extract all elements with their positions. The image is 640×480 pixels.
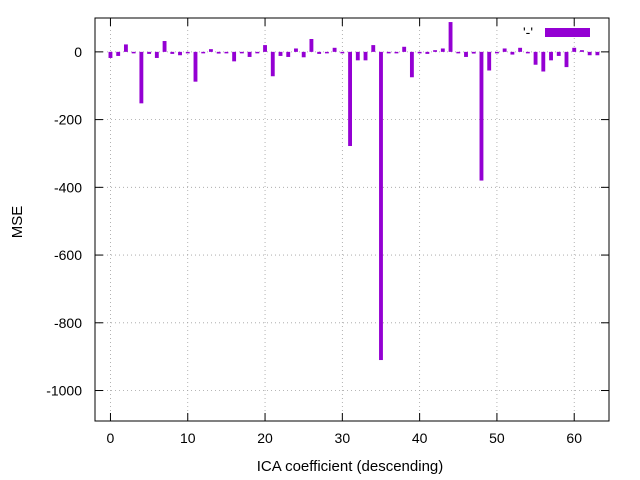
bar-5 xyxy=(147,51,152,54)
y-tick-label: -1000 xyxy=(46,383,82,399)
bar-22 xyxy=(278,51,283,56)
bar-17 xyxy=(239,51,244,54)
y-tick-label: 0 xyxy=(74,44,82,60)
bar-41 xyxy=(425,51,430,54)
x-tick-label: 10 xyxy=(180,430,196,446)
bar-55 xyxy=(533,51,538,65)
bar-8 xyxy=(170,51,175,54)
bar-63 xyxy=(595,51,600,56)
bar-10 xyxy=(185,51,190,54)
bar-1 xyxy=(116,51,121,56)
bar-13 xyxy=(209,49,213,52)
bar-24 xyxy=(294,48,298,52)
bar-36 xyxy=(386,51,391,54)
bar-37 xyxy=(394,51,399,54)
bar-19 xyxy=(255,51,260,54)
bar-34 xyxy=(371,45,376,52)
x-tick-label: 60 xyxy=(566,430,582,446)
x-tick-label: 30 xyxy=(335,430,351,446)
bar-11 xyxy=(193,51,198,82)
y-tick-label: -200 xyxy=(54,112,82,128)
bar-28 xyxy=(324,51,329,54)
bar-16 xyxy=(232,51,237,62)
bar-18 xyxy=(247,51,252,57)
bar-59 xyxy=(564,51,569,68)
y-axis-label: MSE xyxy=(9,206,26,239)
y-tick-label: -600 xyxy=(54,247,82,263)
bar-29 xyxy=(332,47,337,52)
bar-46 xyxy=(464,51,468,57)
bar-45 xyxy=(456,51,461,54)
x-tick-label: 50 xyxy=(489,430,505,446)
bar-42 xyxy=(433,50,438,52)
legend: '-' xyxy=(523,24,590,40)
bar-14 xyxy=(216,51,221,54)
y-tick-label: -400 xyxy=(54,179,82,195)
bar-61 xyxy=(580,50,584,52)
bar-44 xyxy=(448,22,453,52)
bar-54 xyxy=(525,51,530,54)
bar-57 xyxy=(549,51,553,61)
axis-ticks xyxy=(95,18,609,421)
bar-23 xyxy=(286,51,291,57)
bar-56 xyxy=(541,51,546,72)
x-tick-label: 40 xyxy=(412,430,428,446)
x-tick-label: 0 xyxy=(107,430,115,446)
bar-43 xyxy=(440,48,445,52)
bar-58 xyxy=(556,51,561,56)
bar-60 xyxy=(572,47,577,52)
bar-15 xyxy=(224,51,229,54)
bar-12 xyxy=(201,51,206,54)
bars xyxy=(108,22,600,361)
bar-52 xyxy=(510,51,515,55)
bar-31 xyxy=(348,51,352,147)
bar-21 xyxy=(270,51,275,77)
bar-50 xyxy=(494,51,499,54)
bar-20 xyxy=(263,45,267,52)
bar-47 xyxy=(471,51,476,54)
bar-40 xyxy=(417,51,422,54)
y-tick-label: -800 xyxy=(54,315,82,331)
bar-53 xyxy=(518,47,523,52)
bar-4 xyxy=(139,51,144,104)
bar-2 xyxy=(123,44,128,52)
bar-7 xyxy=(162,41,167,52)
bar-30 xyxy=(340,51,345,54)
bar-32 xyxy=(355,51,360,61)
bar-26 xyxy=(309,38,314,52)
bar-48 xyxy=(479,51,484,181)
x-axis-label: ICA coefficient (descending) xyxy=(257,458,444,475)
x-tick-label: 20 xyxy=(257,430,273,446)
bar-38 xyxy=(402,46,407,52)
legend-label-series-1: '-' xyxy=(523,24,533,40)
bar-39 xyxy=(409,51,414,78)
bar-9 xyxy=(178,51,182,56)
bar-51 xyxy=(502,48,507,52)
bar-62 xyxy=(587,51,592,56)
bar-6 xyxy=(154,51,159,58)
bar-25 xyxy=(301,51,306,58)
bar-49 xyxy=(487,51,492,71)
plot-frame xyxy=(94,17,610,422)
tick-labels: 0 -200 -400 -600 -800 -1000 0 10 20 30 40 50 60 xyxy=(46,44,582,446)
bar-27 xyxy=(317,51,322,54)
bar-33 xyxy=(363,51,368,61)
bar-0 xyxy=(108,51,113,58)
legend-swatch-series-1 xyxy=(545,28,590,37)
bar-35 xyxy=(379,51,383,361)
bar-3 xyxy=(131,51,136,54)
